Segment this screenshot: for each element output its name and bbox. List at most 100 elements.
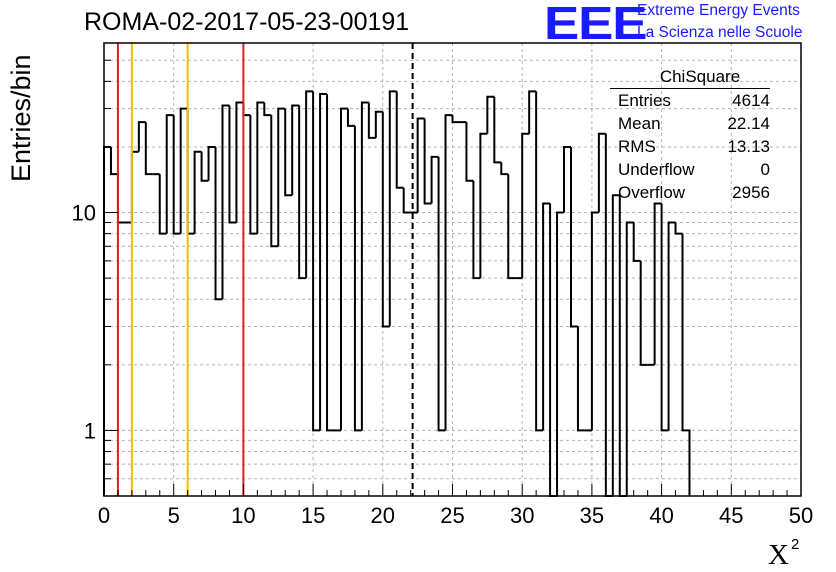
histogram-bin (611, 194, 620, 496)
histogram-bin (625, 221, 634, 496)
histogram-bin (549, 203, 558, 497)
histogram-bin (353, 125, 362, 432)
histogram-bin (179, 107, 188, 234)
histogram-bin (214, 146, 223, 301)
histogram-bin (618, 195, 627, 497)
histogram-bin (500, 162, 509, 176)
histogram-bin (263, 102, 272, 117)
eee-logo-mark: EEE (544, 0, 648, 49)
histogram-bin (312, 91, 321, 432)
histogram-bin (103, 145, 111, 496)
histogram-bin (632, 222, 641, 262)
histogram-bin (326, 94, 335, 432)
x-tick-label: 20 (371, 503, 395, 528)
histogram-bin (535, 91, 544, 432)
histogram-bin (388, 90, 397, 327)
histogram-bin (590, 211, 599, 431)
stats-row: RMS 13.13 (610, 135, 770, 158)
histogram-bin (374, 110, 383, 138)
histogram-bin (228, 105, 237, 224)
histogram-bin (395, 91, 404, 189)
histogram-bin (144, 122, 153, 176)
y-tick-label: 1 (84, 418, 96, 443)
histogram-bin (507, 174, 516, 280)
histogram-bin (465, 122, 474, 182)
histogram-bin (576, 326, 585, 432)
histogram-bin (165, 114, 174, 234)
histogram-bin (284, 108, 293, 197)
histogram-bin (542, 202, 551, 431)
histogram-bin (402, 187, 411, 214)
x-tick-label: 10 (231, 503, 255, 528)
stats-label: Underflow (618, 160, 695, 179)
histogram-bin (451, 115, 460, 124)
histogram-bin (639, 260, 648, 366)
x-tick-label: 40 (649, 503, 673, 528)
stats-row: Underflow 0 (610, 158, 770, 181)
histogram-bin (430, 155, 439, 204)
histogram-bin (472, 180, 481, 280)
histogram-bin (291, 104, 300, 196)
histogram-bin (346, 108, 355, 127)
histogram-bin (444, 114, 453, 431)
histogram-bin (681, 233, 691, 496)
histogram-series (103, 90, 691, 497)
stats-row: Overflow 2956 (610, 181, 770, 204)
stats-value: 22.14 (727, 114, 770, 133)
stats-label: RMS (618, 137, 656, 156)
logo-line-1: Extreme Energy Events (637, 2, 800, 19)
histogram-bin (521, 132, 530, 279)
stats-label: Mean (618, 114, 661, 133)
histogram-bin (158, 174, 167, 235)
stats-value: 2956 (732, 183, 770, 202)
histogram-bin (493, 96, 502, 164)
x-tick-label: 5 (168, 503, 180, 528)
histogram-bin (186, 108, 195, 235)
x-tick-label: 15 (301, 503, 325, 528)
histogram-bin (235, 101, 244, 223)
histogram-bin (667, 221, 676, 431)
grid-lines (104, 42, 801, 497)
histogram-bin (109, 146, 118, 176)
histogram-bin (116, 174, 125, 224)
logo-line-2: La Scienza nelle Scuole (637, 24, 803, 41)
stats-row: Mean 22.14 (610, 112, 770, 135)
histogram-bin (339, 107, 348, 431)
stats-label: Entries (618, 91, 671, 110)
stats-label: Overflow (618, 183, 686, 202)
histogram-bin (653, 202, 662, 365)
histogram-bin (298, 105, 307, 280)
stats-rows: Entries 4614 Mean 22.14 RMS 13.13 Underflow 0 Ov… (610, 89, 770, 204)
histogram-bin (130, 150, 139, 223)
histogram-bin (528, 90, 537, 134)
x-tick-label: 0 (98, 503, 110, 528)
histogram-bin (367, 102, 376, 139)
stats-box: ChiSquare Entries 4614 Mean 22.14 RMS 13.13 Un… (610, 66, 770, 204)
histogram-bin (207, 145, 216, 181)
histogram-bin (437, 156, 446, 432)
marker-lines (116, 43, 414, 496)
histogram-bin (270, 115, 279, 248)
chart-title: ROMA-02-2017-05-23-00191 (84, 8, 410, 36)
x-tick-label: 25 (440, 503, 464, 528)
histogram-bin (416, 117, 425, 213)
stats-title: ChiSquare (610, 66, 770, 89)
histogram-bin (319, 93, 328, 431)
histogram-bin (486, 95, 495, 134)
histogram-bin (381, 111, 390, 328)
stats-value: 0 (760, 160, 770, 179)
x-tick-label: 30 (510, 503, 534, 528)
histogram-bin (423, 118, 432, 205)
x-tick-label: 45 (719, 503, 743, 528)
histogram-bin (305, 90, 314, 279)
histogram-bin (569, 146, 578, 328)
histogram-bin (660, 203, 669, 432)
stats-value: 4614 (732, 91, 770, 110)
histogram-bin (137, 121, 146, 152)
histogram-bin (277, 107, 286, 247)
stats-row: Entries 4614 (610, 89, 770, 112)
histogram-bin (360, 101, 369, 431)
